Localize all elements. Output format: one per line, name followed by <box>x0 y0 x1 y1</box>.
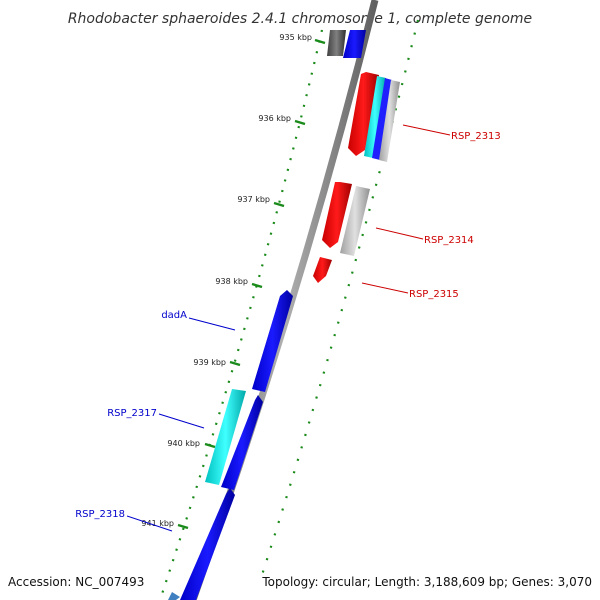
gene-rsp2317[interactable] <box>205 389 246 485</box>
gene-feature[interactable] <box>379 80 400 162</box>
tick-label: 941 kbp <box>141 519 174 528</box>
accession-text: Accession: NC_007493 <box>8 575 144 589</box>
gene-feature[interactable] <box>168 592 180 600</box>
gene-feature[interactable] <box>327 30 346 56</box>
gene-feature[interactable] <box>340 186 370 256</box>
gene-feature[interactable] <box>221 395 263 490</box>
gene-label-dada[interactable]: dadA <box>161 310 187 321</box>
tick-label: 937 kbp <box>237 195 270 204</box>
gene-dada[interactable] <box>252 290 293 392</box>
leader-lines <box>126 124 451 532</box>
map-title: Rhodobacter sphaeroides 2.4.1 chromosome… <box>68 11 532 27</box>
gene-label-rsp2315[interactable]: RSP_2315 <box>409 289 459 300</box>
gene-feature[interactable] <box>343 30 366 58</box>
tick-label: 935 kbp <box>279 33 312 42</box>
major-ticks <box>177 38 326 530</box>
tick-ring-inner <box>158 29 324 600</box>
tick-ring-outer <box>260 19 420 576</box>
gene-rsp2315[interactable] <box>313 257 332 283</box>
gene-rsp2314[interactable] <box>322 182 352 248</box>
gene-feature[interactable] <box>364 76 386 158</box>
gene-label-rsp2317[interactable]: RSP_2317 <box>107 408 157 419</box>
tick-label: 940 kbp <box>167 439 200 448</box>
gene-rsp2313[interactable] <box>348 72 379 156</box>
tick-label: 936 kbp <box>258 114 291 123</box>
gene-feature[interactable] <box>372 78 392 160</box>
gene-label-rsp2318[interactable]: RSP_2318 <box>75 509 125 520</box>
tick-label: 938 kbp <box>215 277 248 286</box>
tick-label: 939 kbp <box>193 358 226 367</box>
gene-label-rsp2313[interactable]: RSP_2313 <box>451 131 501 142</box>
topology-text: Topology: circular; Length: 3,188,609 bp… <box>261 575 592 589</box>
gene-rsp2318[interactable] <box>180 488 235 600</box>
gene-label-rsp2314[interactable]: RSP_2314 <box>424 235 474 246</box>
